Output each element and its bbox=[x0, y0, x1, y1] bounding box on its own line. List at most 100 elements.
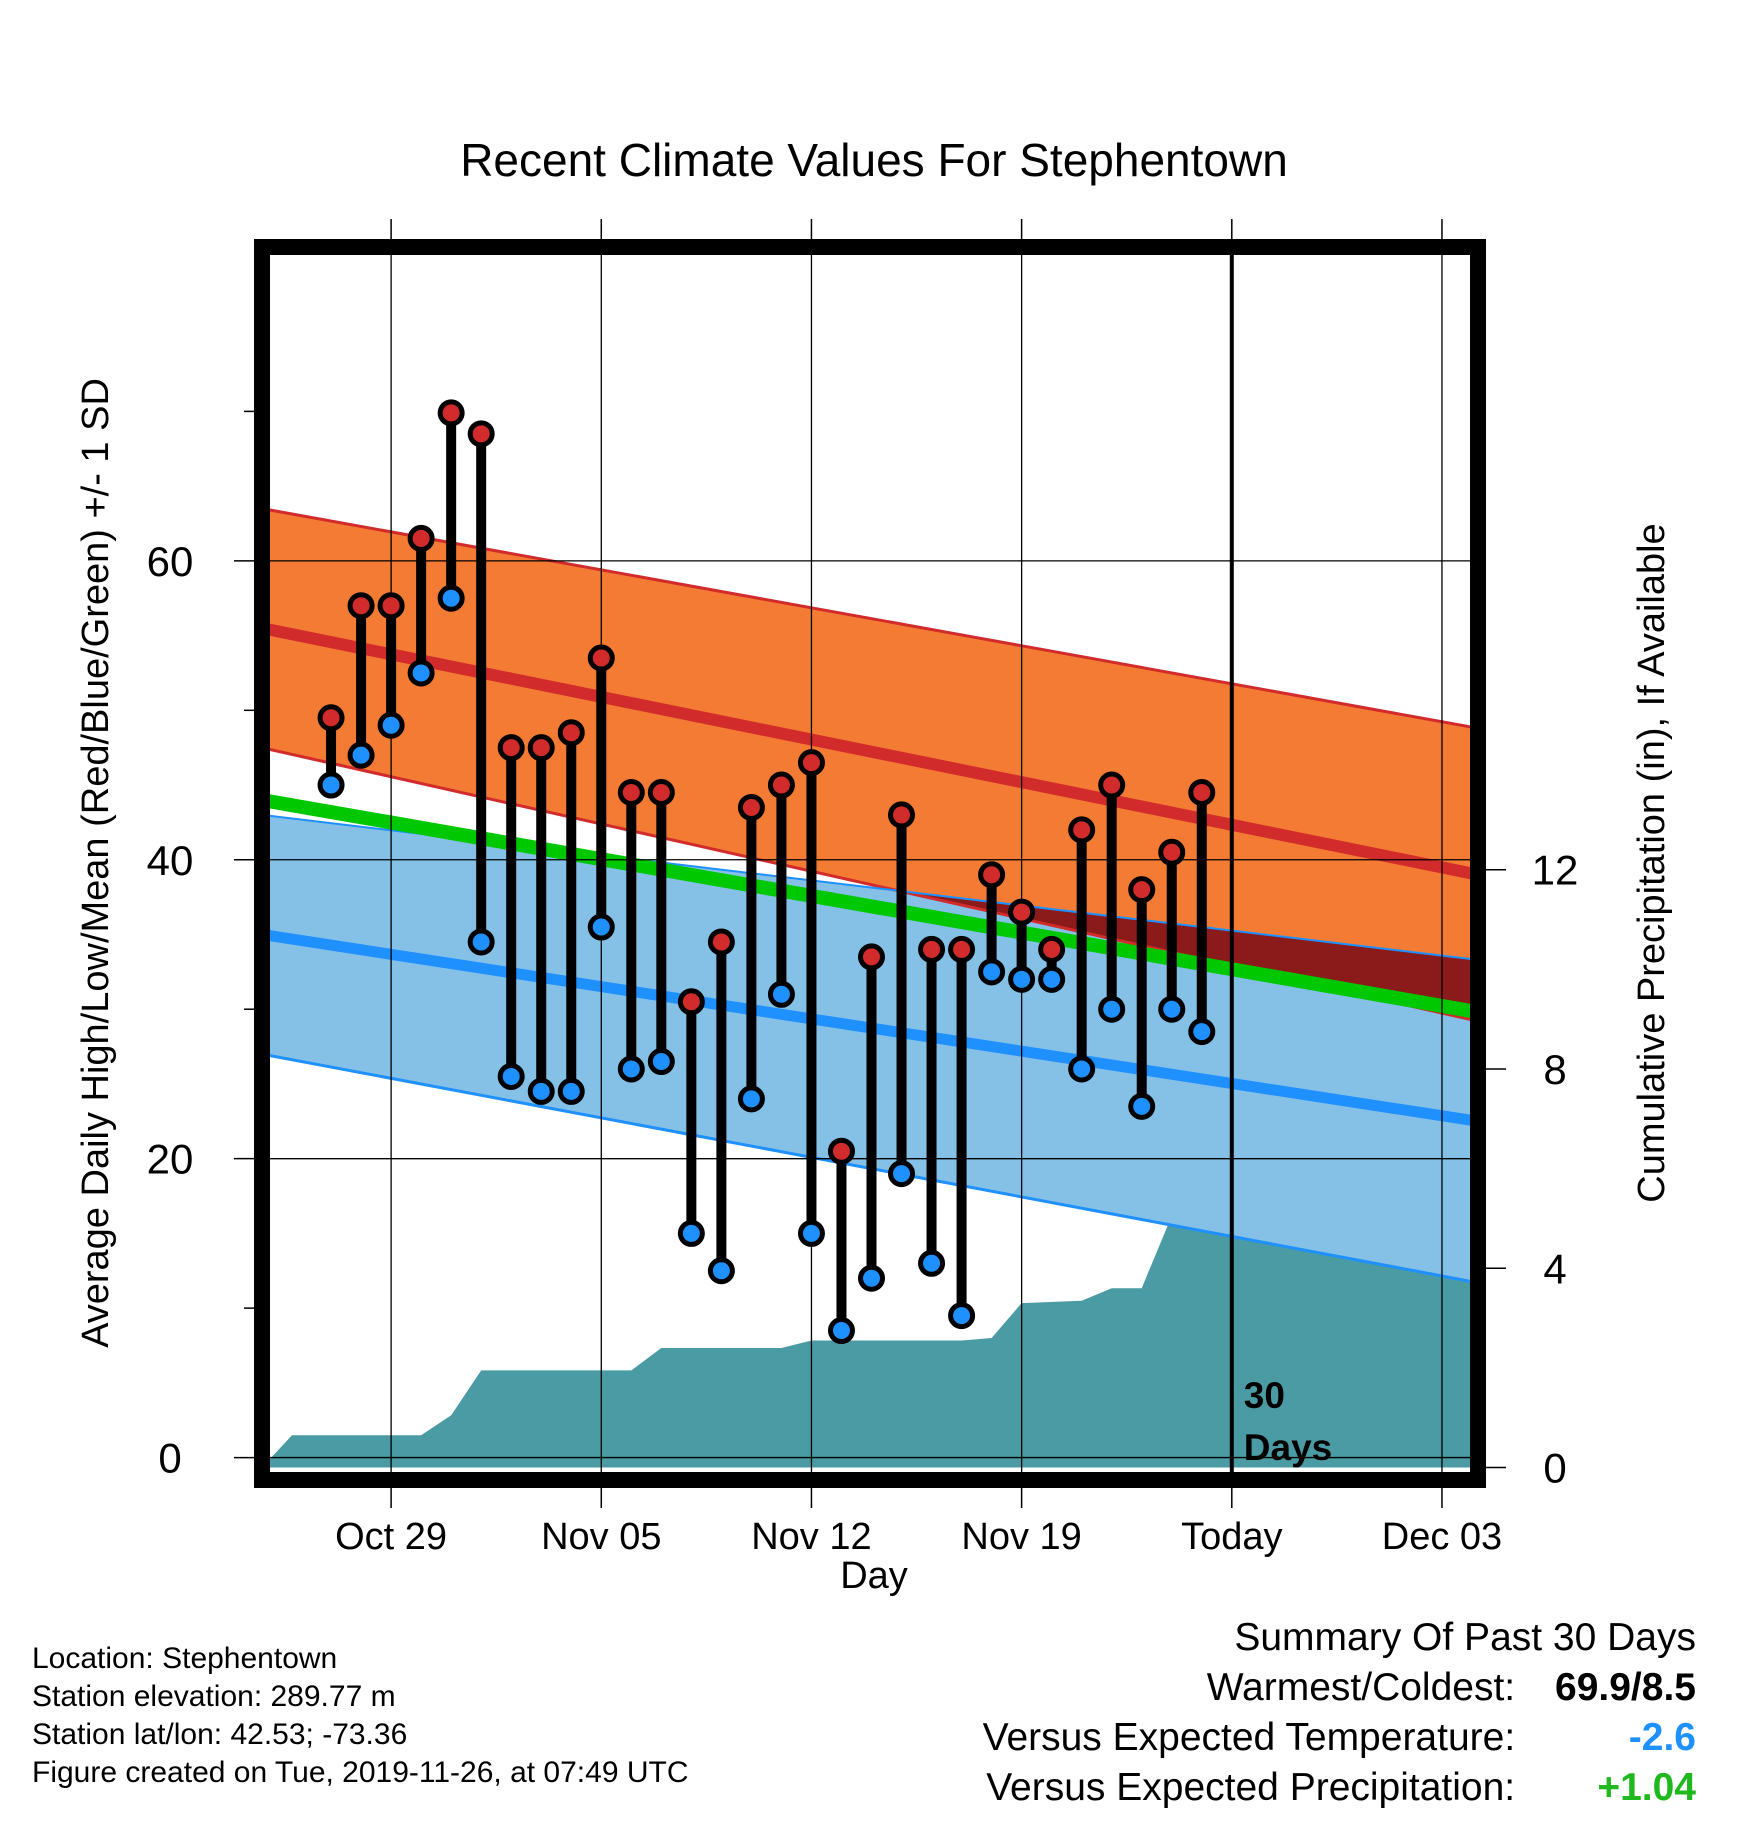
y-axis-label: Average Daily High/Low/Mean (Red/Blue/Gr… bbox=[75, 378, 117, 1348]
low-point bbox=[707, 1257, 735, 1285]
y-tick-label: 0 bbox=[158, 1435, 181, 1482]
x-tick-label: Nov 12 bbox=[751, 1516, 871, 1558]
y2-tick-label: 12 bbox=[1532, 847, 1579, 894]
high-point bbox=[918, 935, 946, 963]
low-point bbox=[497, 1062, 525, 1090]
low-point bbox=[527, 1077, 555, 1105]
high-point bbox=[527, 734, 555, 762]
y2-tick-label: 8 bbox=[1543, 1046, 1566, 1093]
y2-tick-label: 4 bbox=[1543, 1245, 1566, 1292]
high-point bbox=[978, 861, 1006, 889]
summary-heading: Summary Of Past 30 Days bbox=[1234, 1616, 1696, 1659]
temp-row: Versus Expected Temperature: -2.6 bbox=[983, 1713, 1696, 1763]
low-point bbox=[1098, 995, 1126, 1023]
high-point bbox=[587, 644, 615, 672]
low-point bbox=[1188, 1018, 1216, 1046]
station-info: Location: Stephentown Station elevation:… bbox=[32, 1640, 689, 1792]
low-point bbox=[1038, 965, 1066, 993]
temp-label: Versus Expected Temperature: bbox=[982, 1716, 1516, 1759]
low-point bbox=[888, 1160, 916, 1188]
location-text: Location: Stephentown bbox=[32, 1642, 338, 1675]
x-tick-label: Oct 29 bbox=[335, 1516, 447, 1558]
high-point bbox=[437, 399, 465, 427]
warmest-row: Warmest/Coldest: 69.9/8.5 bbox=[983, 1663, 1696, 1713]
low-point bbox=[797, 1219, 825, 1247]
high-point bbox=[1098, 771, 1126, 799]
low-point bbox=[677, 1219, 705, 1247]
low-point bbox=[827, 1317, 855, 1345]
low-point bbox=[407, 659, 435, 687]
precipitation-area bbox=[262, 1216, 1478, 1468]
high-point bbox=[317, 704, 345, 732]
low-point bbox=[737, 1085, 765, 1113]
normal-high-line bbox=[262, 622, 1478, 881]
low-point bbox=[1158, 995, 1186, 1023]
high-point bbox=[737, 793, 765, 821]
plot-frame bbox=[254, 239, 1486, 1488]
high-point bbox=[1128, 876, 1156, 904]
low-point bbox=[978, 958, 1006, 986]
warmest-label: Warmest/Coldest: bbox=[1206, 1666, 1516, 1709]
high-point bbox=[377, 592, 405, 620]
x-tick-label: Nov 05 bbox=[541, 1516, 661, 1558]
high-point bbox=[827, 1137, 855, 1165]
chart-title: Recent Climate Values For Stephentown bbox=[460, 134, 1288, 186]
low-point bbox=[918, 1249, 946, 1277]
high-point bbox=[1038, 935, 1066, 963]
low-point bbox=[1068, 1055, 1096, 1083]
warmest-value: 69.9/8.5 bbox=[1555, 1666, 1696, 1709]
low-point bbox=[377, 711, 405, 739]
high-point bbox=[467, 420, 495, 448]
normal-mean-line bbox=[262, 793, 1478, 1020]
climate-chart: Recent Climate Values For Stephentown 30… bbox=[75, 134, 1673, 1597]
high-upper-sd-line bbox=[262, 507, 1478, 730]
low-point bbox=[467, 928, 495, 956]
high-point bbox=[407, 524, 435, 552]
precip-value: +1.04 bbox=[1597, 1766, 1696, 1809]
precip-label: Versus Expected Precipitation: bbox=[986, 1766, 1516, 1809]
x-axis-label: Day bbox=[840, 1555, 908, 1597]
precip-fill bbox=[262, 1216, 1478, 1468]
high-point bbox=[1008, 898, 1036, 926]
low-point bbox=[767, 980, 795, 1008]
latlon-text: Station lat/lon: 42.53; -73.36 bbox=[32, 1718, 408, 1751]
high-point bbox=[858, 943, 886, 971]
high-point bbox=[677, 988, 705, 1016]
elevation-text: Station elevation: 289.77 m bbox=[32, 1680, 396, 1713]
high-point bbox=[347, 592, 375, 620]
high-point bbox=[707, 928, 735, 956]
low-point bbox=[437, 584, 465, 612]
precip-row: Versus Expected Precipitation: +1.04 bbox=[983, 1763, 1696, 1813]
high-point bbox=[617, 779, 645, 807]
today-days-label: 30 bbox=[1244, 1375, 1285, 1416]
y-tick-label: 60 bbox=[147, 538, 194, 585]
y-tick-label: 20 bbox=[147, 1136, 194, 1183]
high-point bbox=[497, 734, 525, 762]
low-point bbox=[1128, 1092, 1156, 1120]
summary-panel: Summary Of Past 30 Days Warmest/Coldest:… bbox=[983, 1613, 1696, 1813]
low-point bbox=[948, 1302, 976, 1330]
low-point bbox=[647, 1048, 675, 1076]
low-point bbox=[858, 1264, 886, 1292]
high-point bbox=[1068, 816, 1096, 844]
high-point bbox=[767, 771, 795, 799]
low-point bbox=[587, 913, 615, 941]
high-point bbox=[1188, 779, 1216, 807]
x-tick-label: Dec 03 bbox=[1382, 1516, 1502, 1558]
low-point bbox=[317, 771, 345, 799]
temp-value: -2.6 bbox=[1628, 1716, 1696, 1759]
low-point bbox=[557, 1077, 585, 1105]
y2-axis-label: Cumulative Precipitation (in), If Availa… bbox=[1631, 523, 1673, 1202]
high-point bbox=[948, 935, 976, 963]
today-days-label: Days bbox=[1244, 1427, 1332, 1468]
high-point bbox=[1158, 838, 1186, 866]
low-point bbox=[617, 1055, 645, 1083]
y-tick-label: 40 bbox=[147, 837, 194, 884]
low-point bbox=[1008, 965, 1036, 993]
low-point bbox=[347, 741, 375, 769]
created-text: Figure created on Tue, 2019-11-26, at 07… bbox=[32, 1756, 689, 1789]
high-point bbox=[647, 779, 675, 807]
high-point bbox=[557, 719, 585, 747]
high-point bbox=[888, 801, 916, 829]
high-point bbox=[797, 749, 825, 777]
